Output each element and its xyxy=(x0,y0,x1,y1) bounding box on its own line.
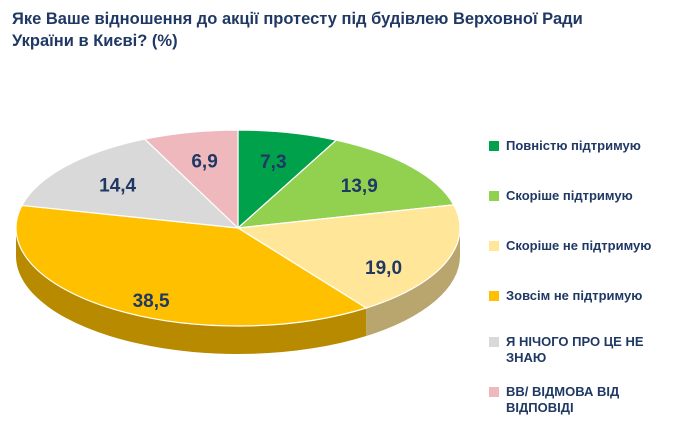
legend-item: Повністю підтримую xyxy=(489,138,661,154)
legend-swatch xyxy=(489,191,499,201)
pie-slice-5 xyxy=(143,129,239,230)
legend-swatch xyxy=(489,337,499,347)
pie-side-2 xyxy=(366,228,460,337)
legend-item: Скоріше не підтримую xyxy=(489,238,661,254)
pie-chart-area: 7,3 13,9 19,0 38,5 14,4 6,9 xyxy=(0,110,480,362)
legend-item: Скоріше підтримую xyxy=(489,188,661,204)
legend-label: Повністю підтримую xyxy=(506,138,641,153)
pie-slice-0 xyxy=(237,129,338,230)
legend-item: ВВ/ ВІДМОВА ВІД ВІДПОВІДІ xyxy=(489,384,661,417)
legend-label: Скоріше підтримую xyxy=(506,188,633,203)
legend-swatch xyxy=(489,241,499,251)
pie-side-3 xyxy=(15,228,367,354)
pie-data-label-2: 19,0 xyxy=(365,258,402,279)
pie-slice-2 xyxy=(236,204,461,309)
pie-slice-1 xyxy=(236,139,455,229)
pie-data-label-0: 7,3 xyxy=(260,152,286,173)
legend-label: Я НІЧОГО ПРО ЦЕ НЕ ЗНАЮ xyxy=(506,334,644,366)
legend-swatch xyxy=(489,141,499,151)
pie-slice-4 xyxy=(21,138,240,229)
legend-swatch xyxy=(489,291,499,301)
legend-swatch xyxy=(489,387,499,397)
legend-label: Скоріше не підтримую xyxy=(506,238,652,253)
chart-title: Яке Ваше відношення до акції протесту пі… xyxy=(12,10,583,51)
pie-chart: 7,3 13,9 19,0 38,5 14,4 6,9 xyxy=(15,129,461,354)
legend-item: Зовсім не підтримую xyxy=(489,288,661,304)
pie-data-label-3: 38,5 xyxy=(133,291,170,312)
pie-data-label-4: 14,4 xyxy=(99,175,136,196)
pie-data-label-5: 6,9 xyxy=(191,152,217,173)
legend-label: ВВ/ ВІДМОВА ВІД ВІДПОВІДІ xyxy=(506,384,620,416)
legend-item: Я НІЧОГО ПРО ЦЕ НЕ ЗНАЮ xyxy=(489,334,661,367)
pie-slice-3 xyxy=(15,204,368,327)
pie-data-label-1: 13,9 xyxy=(341,176,378,197)
legend-label: Зовсім не підтримую xyxy=(506,288,643,303)
chart-legend: Повністю підтримую Скоріше підтримую Скорі… xyxy=(489,138,681,430)
